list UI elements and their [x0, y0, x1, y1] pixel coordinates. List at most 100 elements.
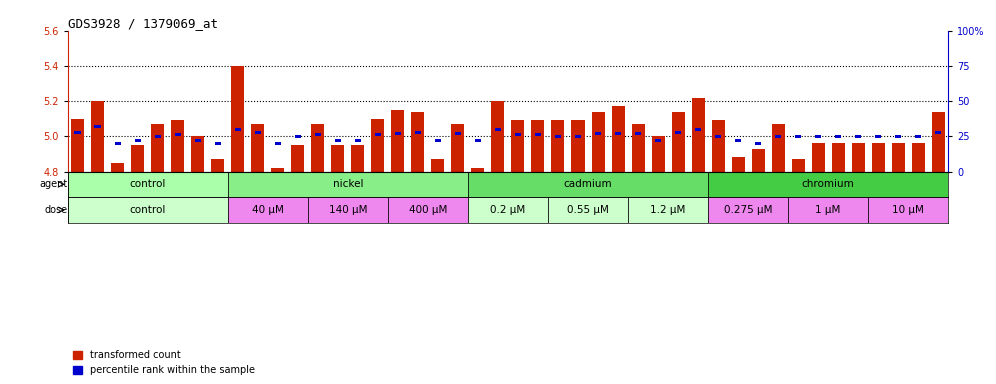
Bar — [255, 131, 261, 134]
Text: GDS3928 / 1379069_at: GDS3928 / 1379069_at — [68, 17, 218, 30]
Bar — [555, 135, 561, 138]
Bar — [572, 121, 585, 172]
Text: chromium: chromium — [802, 179, 855, 189]
Text: nickel: nickel — [333, 179, 364, 189]
Text: 400 μM: 400 μM — [408, 205, 447, 215]
Bar — [671, 112, 684, 172]
Bar — [675, 131, 681, 134]
Bar — [792, 159, 805, 172]
Bar — [592, 112, 605, 172]
Bar — [515, 133, 521, 136]
Bar — [855, 135, 862, 138]
Bar — [475, 139, 481, 142]
Bar — [235, 128, 241, 131]
Bar — [391, 110, 404, 172]
Text: control: control — [129, 205, 166, 215]
Text: 1.2 μM: 1.2 μM — [650, 205, 685, 215]
Bar — [772, 124, 785, 172]
Bar — [708, 172, 948, 197]
Bar — [874, 135, 881, 138]
Bar — [548, 197, 628, 223]
Bar — [715, 135, 721, 138]
Bar — [211, 159, 224, 172]
Bar — [411, 112, 424, 172]
Bar — [615, 132, 622, 135]
Text: 1 μM: 1 μM — [816, 205, 841, 215]
Bar — [355, 139, 362, 142]
Bar — [532, 121, 545, 172]
Bar — [251, 124, 264, 172]
Bar — [292, 145, 305, 172]
Bar — [815, 135, 822, 138]
Bar — [312, 124, 325, 172]
Bar — [374, 133, 381, 136]
Bar — [491, 101, 504, 172]
Bar — [131, 145, 144, 172]
Bar — [154, 135, 161, 138]
Bar — [191, 136, 204, 172]
Bar — [68, 172, 228, 197]
Bar — [651, 136, 664, 172]
Bar — [468, 197, 548, 223]
Bar — [214, 142, 221, 145]
Bar — [308, 197, 387, 223]
Legend: transformed count, percentile rank within the sample: transformed count, percentile rank withi… — [73, 351, 255, 375]
Text: dose: dose — [44, 205, 68, 215]
Bar — [735, 139, 741, 142]
Bar — [552, 121, 565, 172]
Text: agent: agent — [39, 179, 68, 189]
Bar — [68, 197, 228, 223]
Bar — [228, 197, 308, 223]
Bar — [895, 135, 901, 138]
Bar — [711, 121, 724, 172]
Bar — [451, 124, 464, 172]
Bar — [835, 135, 842, 138]
Bar — [628, 197, 708, 223]
Bar — [95, 125, 101, 128]
Bar — [775, 135, 781, 138]
Bar — [174, 133, 181, 136]
Text: 40 μM: 40 μM — [252, 205, 284, 215]
Text: control: control — [129, 179, 166, 189]
Bar — [852, 143, 865, 172]
Bar — [512, 121, 525, 172]
Text: 10 μM: 10 μM — [892, 205, 924, 215]
Text: cadmium: cadmium — [564, 179, 613, 189]
Bar — [631, 124, 644, 172]
Bar — [575, 135, 582, 138]
Text: 0.2 μM: 0.2 μM — [490, 205, 526, 215]
Bar — [134, 139, 141, 142]
Bar — [471, 168, 484, 172]
Bar — [115, 142, 121, 145]
Bar — [468, 172, 708, 197]
Bar — [332, 145, 345, 172]
Bar — [612, 106, 624, 172]
Bar — [832, 143, 845, 172]
Bar — [315, 133, 321, 136]
Bar — [228, 172, 468, 197]
Bar — [691, 98, 704, 172]
Bar — [915, 135, 921, 138]
Bar — [387, 197, 468, 223]
Bar — [708, 197, 788, 223]
Bar — [394, 132, 401, 135]
Bar — [755, 142, 761, 145]
Bar — [271, 168, 284, 172]
Bar — [695, 128, 701, 131]
Bar — [72, 119, 85, 172]
Bar — [595, 132, 602, 135]
Bar — [872, 143, 884, 172]
Bar — [75, 131, 81, 134]
Bar — [92, 101, 105, 172]
Bar — [455, 132, 461, 135]
Bar — [495, 128, 501, 131]
Bar — [795, 135, 802, 138]
Bar — [535, 133, 541, 136]
Text: 140 μM: 140 μM — [329, 205, 368, 215]
Bar — [275, 142, 281, 145]
Bar — [911, 143, 924, 172]
Bar — [112, 163, 124, 172]
Bar — [752, 149, 765, 172]
Bar — [352, 145, 365, 172]
Bar — [414, 131, 421, 134]
